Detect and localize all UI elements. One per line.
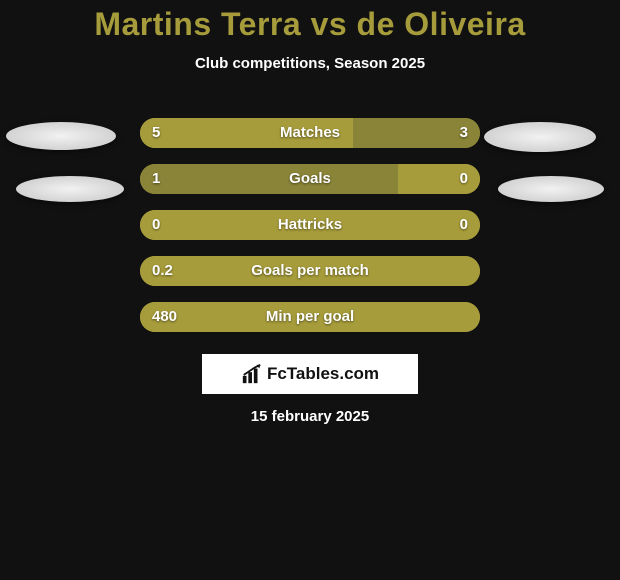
bar-chart-icon bbox=[241, 363, 263, 385]
player-photo-placeholder bbox=[484, 122, 596, 152]
comparison-card: Martins Terra vs de Oliveira Club compet… bbox=[0, 0, 620, 580]
stat-row: 0.2Goals per match bbox=[0, 256, 620, 302]
stat-label: Goals bbox=[140, 164, 480, 194]
stat-label: Hattricks bbox=[140, 210, 480, 240]
player-photo-placeholder bbox=[498, 176, 604, 202]
source-logo-text: FcTables.com bbox=[267, 364, 379, 384]
player-photo-placeholder bbox=[16, 176, 124, 202]
stat-label: Matches bbox=[140, 118, 480, 148]
subtitle: Club competitions, Season 2025 bbox=[0, 55, 620, 72]
date-text: 15 february 2025 bbox=[0, 408, 620, 425]
stat-row: 00Hattricks bbox=[0, 210, 620, 256]
stat-label: Min per goal bbox=[140, 302, 480, 332]
stat-rows: 53Matches10Goals00Hattricks0.2Goals per … bbox=[0, 118, 620, 348]
stat-row: 480Min per goal bbox=[0, 302, 620, 348]
stat-label: Goals per match bbox=[140, 256, 480, 286]
player-photo-placeholder bbox=[6, 122, 116, 150]
page-title: Martins Terra vs de Oliveira bbox=[0, 0, 620, 43]
source-logo: FcTables.com bbox=[202, 354, 418, 394]
